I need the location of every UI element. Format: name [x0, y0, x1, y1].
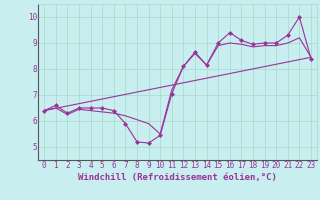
X-axis label: Windchill (Refroidissement éolien,°C): Windchill (Refroidissement éolien,°C): [78, 173, 277, 182]
